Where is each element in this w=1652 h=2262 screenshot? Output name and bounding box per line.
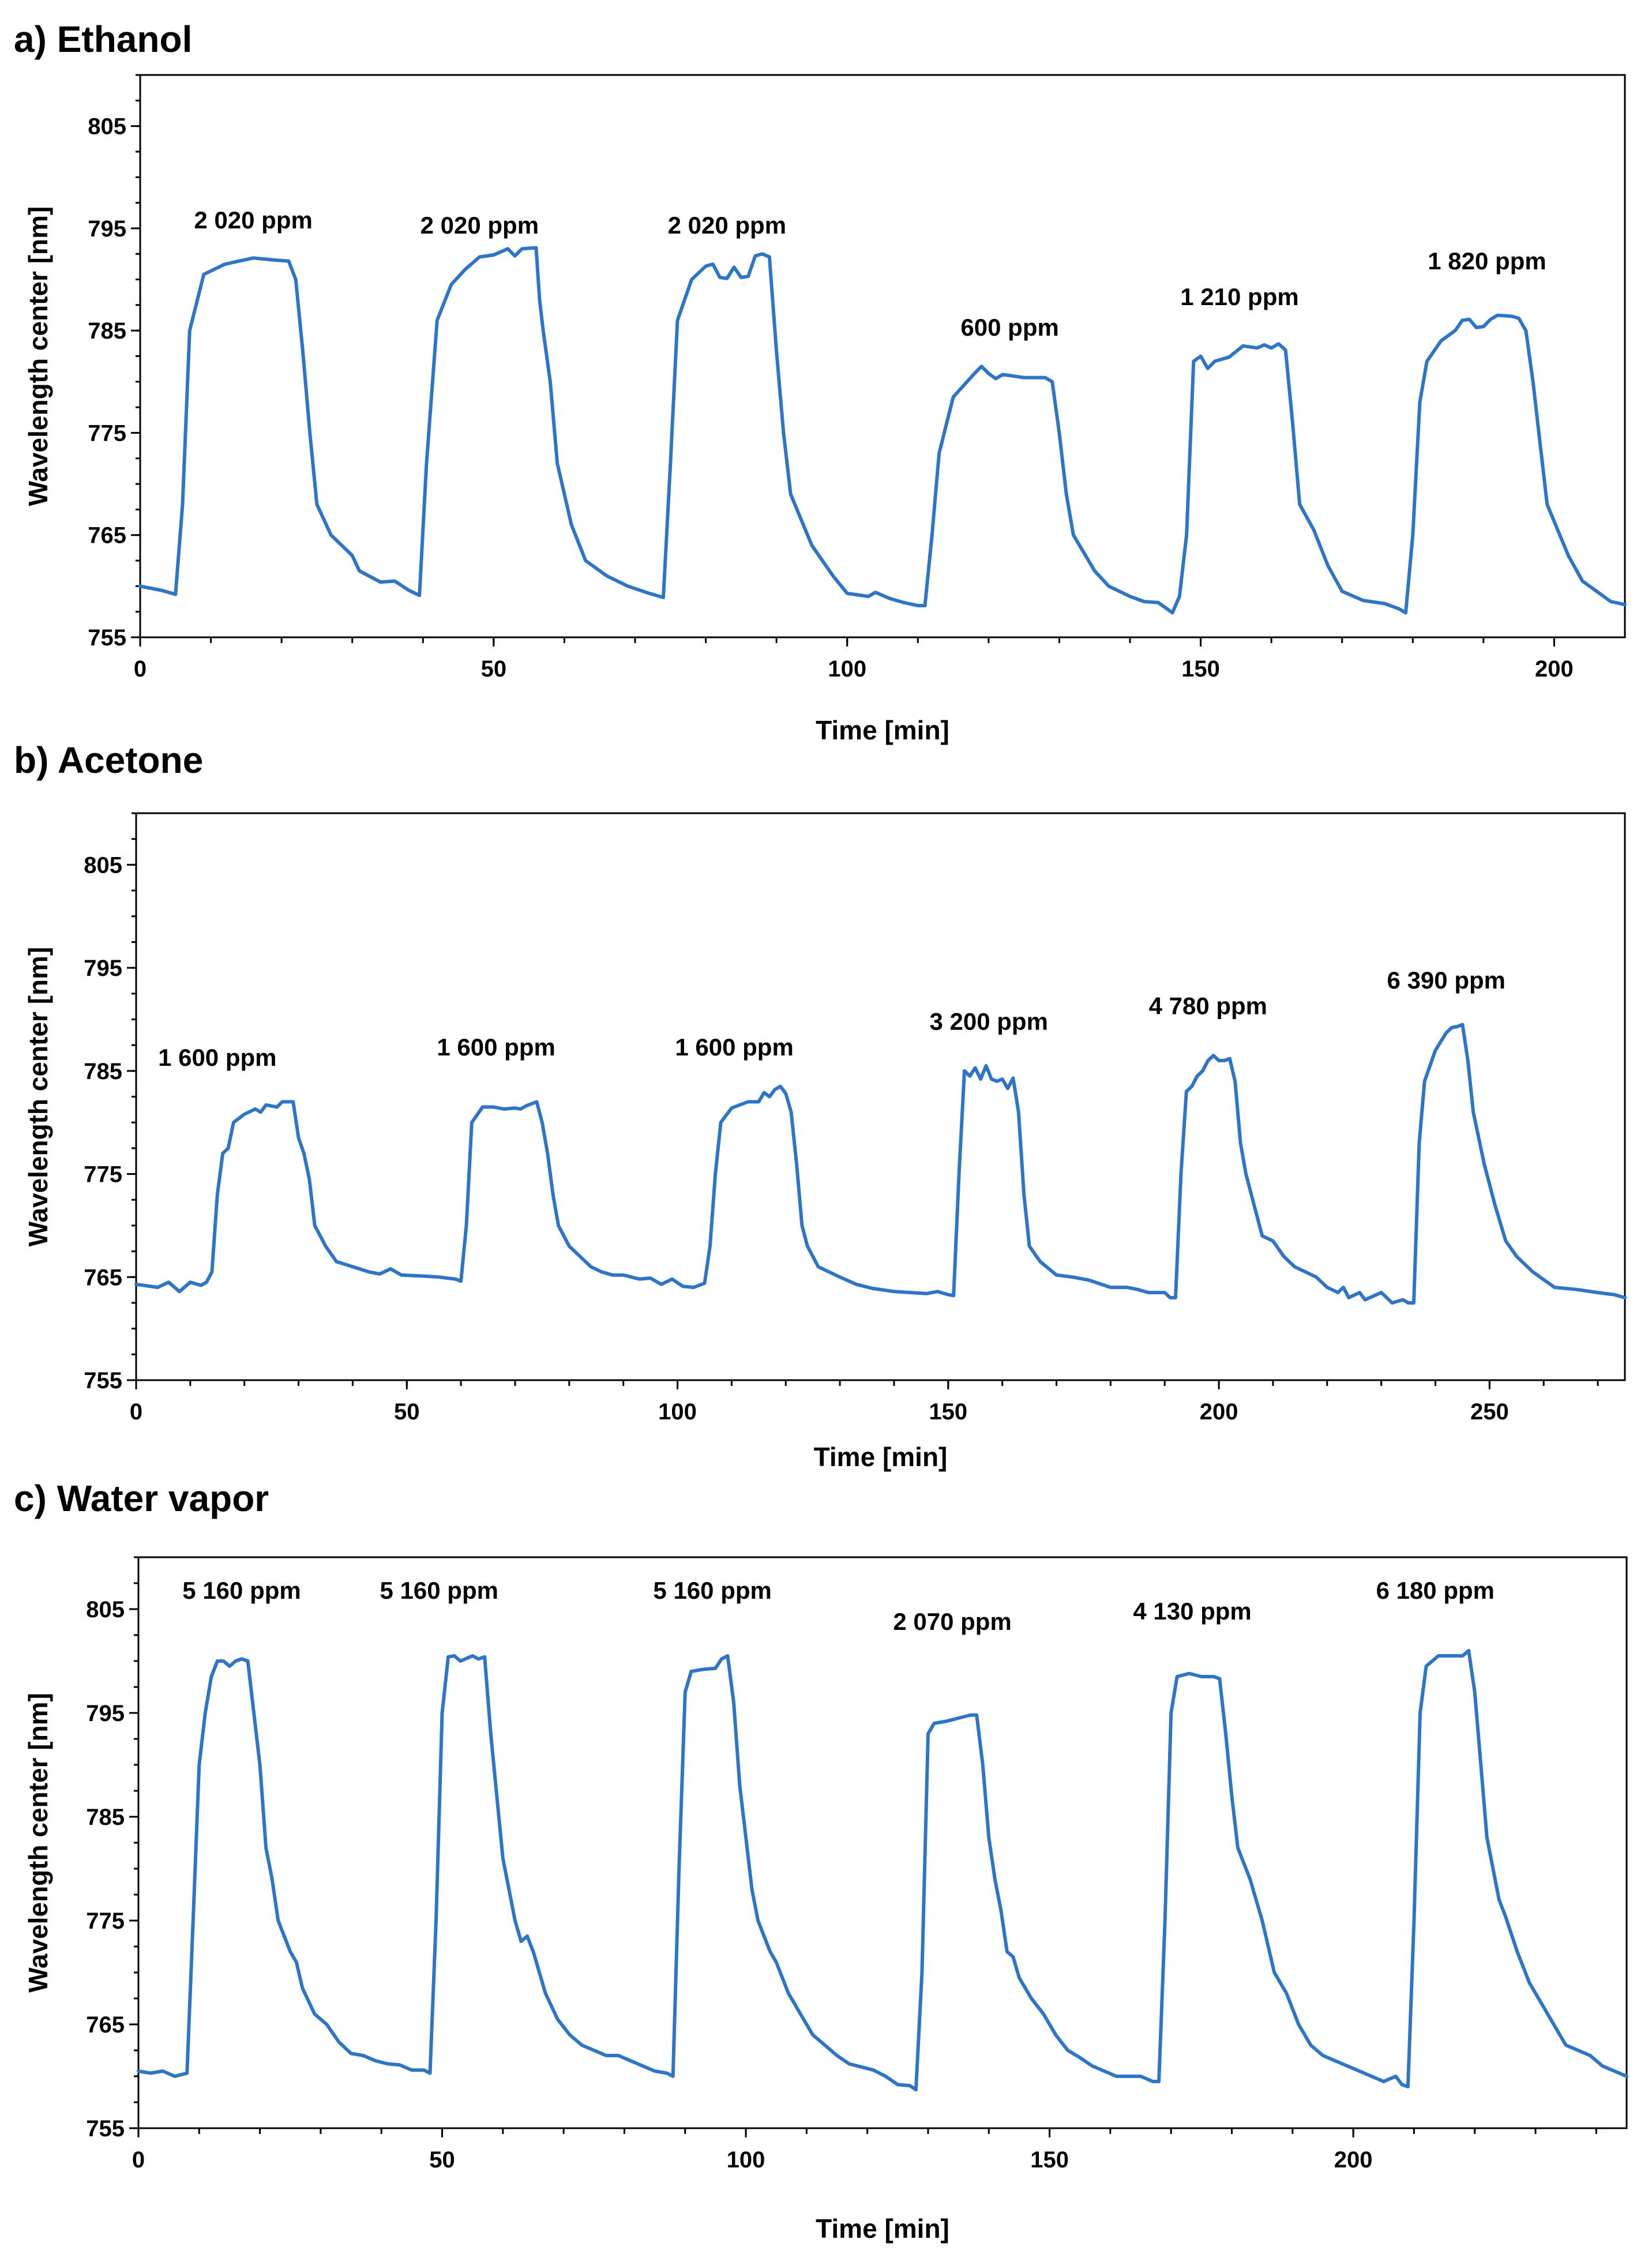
plot-frame [137, 1556, 1628, 2129]
x-tick-label: 50 [481, 656, 507, 682]
panel-title: a) Ethanol [14, 18, 192, 60]
y-tick-label: 775 [88, 420, 126, 446]
chart-panel-2: b) Acetone 755 765 775 785 795 805 0 50 100 150 200… [14, 739, 1627, 1472]
y-axis-title: Wavelength center [nm] [23, 1693, 53, 1993]
x-axis-title: Time [min] [814, 1442, 948, 1472]
x-tick-label: 200 [1535, 656, 1574, 682]
x-tick-label: 100 [658, 1399, 697, 1425]
chart-panel-3: c) Water vapor 755 765 775 785 795 805 0 50 100 15… [14, 1478, 1628, 2244]
x-tick-label: 100 [727, 2147, 765, 2173]
x-tick-label: 100 [828, 656, 866, 682]
plot-frame [135, 812, 1626, 1381]
y-tick-label: 785 [84, 1059, 122, 1084]
panel-title: b) Acetone [14, 739, 203, 781]
x-tick-label: 150 [1030, 2147, 1069, 2173]
series-line [134, 1023, 1627, 1305]
x-tick-label: 50 [429, 2147, 455, 2173]
concentration-label: 1 600 ppm [437, 1034, 555, 1061]
y-axis-title: Wavelength center [nm] [23, 206, 53, 506]
y-tick-label: 765 [84, 1265, 122, 1290]
concentration-label: 1 600 ppm [675, 1034, 793, 1061]
concentration-label: 3 200 ppm [929, 1008, 1047, 1035]
y-tick-label: 795 [88, 216, 126, 242]
y-tick-label: 755 [84, 1368, 122, 1393]
series-line [137, 1649, 1628, 2092]
y-tick-label: 755 [88, 625, 126, 651]
chart-panel-1: a) Ethanol 755 765 775 785 795 805 0 50 100 150 200… [14, 18, 1627, 745]
y-tick-label: 785 [86, 1805, 125, 1830]
concentration-label: 1 600 ppm [158, 1044, 276, 1071]
concentration-label: 6 390 ppm [1387, 967, 1505, 994]
y-tick-label: 755 [86, 2116, 125, 2141]
x-tick-label: 200 [1200, 1399, 1238, 1425]
x-tick-label: 0 [134, 656, 147, 682]
concentration-label: 2 020 ppm [668, 212, 786, 239]
x-axis-title: Time [min] [816, 2214, 949, 2244]
x-tick-label: 0 [132, 2147, 145, 2173]
y-axis-title: Wavelength center [nm] [23, 947, 53, 1247]
x-tick-label: 0 [130, 1399, 142, 1425]
x-tick-label: 150 [1181, 656, 1220, 682]
y-tick-label: 765 [86, 2012, 125, 2038]
x-axis-title: Time [min] [816, 715, 949, 745]
plot-frame [139, 74, 1626, 638]
concentration-label: 1 820 ppm [1428, 247, 1546, 275]
series-line [138, 246, 1627, 615]
concentration-label: 2 020 ppm [420, 212, 539, 239]
y-tick-label: 805 [88, 114, 126, 140]
y-tick-label: 795 [86, 1701, 125, 1726]
x-tick-label: 150 [929, 1399, 967, 1425]
y-tick-label: 805 [86, 1597, 125, 1622]
y-tick-label: 805 [84, 852, 122, 878]
x-tick-label: 50 [394, 1399, 420, 1425]
concentration-label: 4 780 ppm [1149, 993, 1267, 1020]
x-tick-label: 250 [1470, 1399, 1509, 1425]
x-tick-label: 200 [1334, 2147, 1373, 2173]
concentration-label: 5 160 ppm [653, 1577, 771, 1604]
concentration-label: 1 210 ppm [1180, 283, 1298, 310]
panel-title: c) Water vapor [14, 1478, 269, 1519]
y-tick-label: 795 [84, 956, 122, 981]
concentration-label: 5 160 ppm [182, 1577, 301, 1604]
y-tick-label: 775 [86, 1908, 125, 1934]
concentration-label: 600 ppm [960, 314, 1058, 341]
concentration-label: 6 180 ppm [1376, 1577, 1495, 1604]
concentration-label: 4 130 ppm [1133, 1598, 1251, 1625]
y-tick-label: 785 [88, 318, 126, 344]
concentration-label: 2 020 ppm [194, 206, 312, 234]
concentration-label: 2 070 ppm [893, 1608, 1011, 1635]
y-tick-label: 775 [84, 1162, 122, 1188]
y-tick-label: 765 [88, 523, 126, 548]
concentration-label: 5 160 ppm [380, 1577, 498, 1604]
